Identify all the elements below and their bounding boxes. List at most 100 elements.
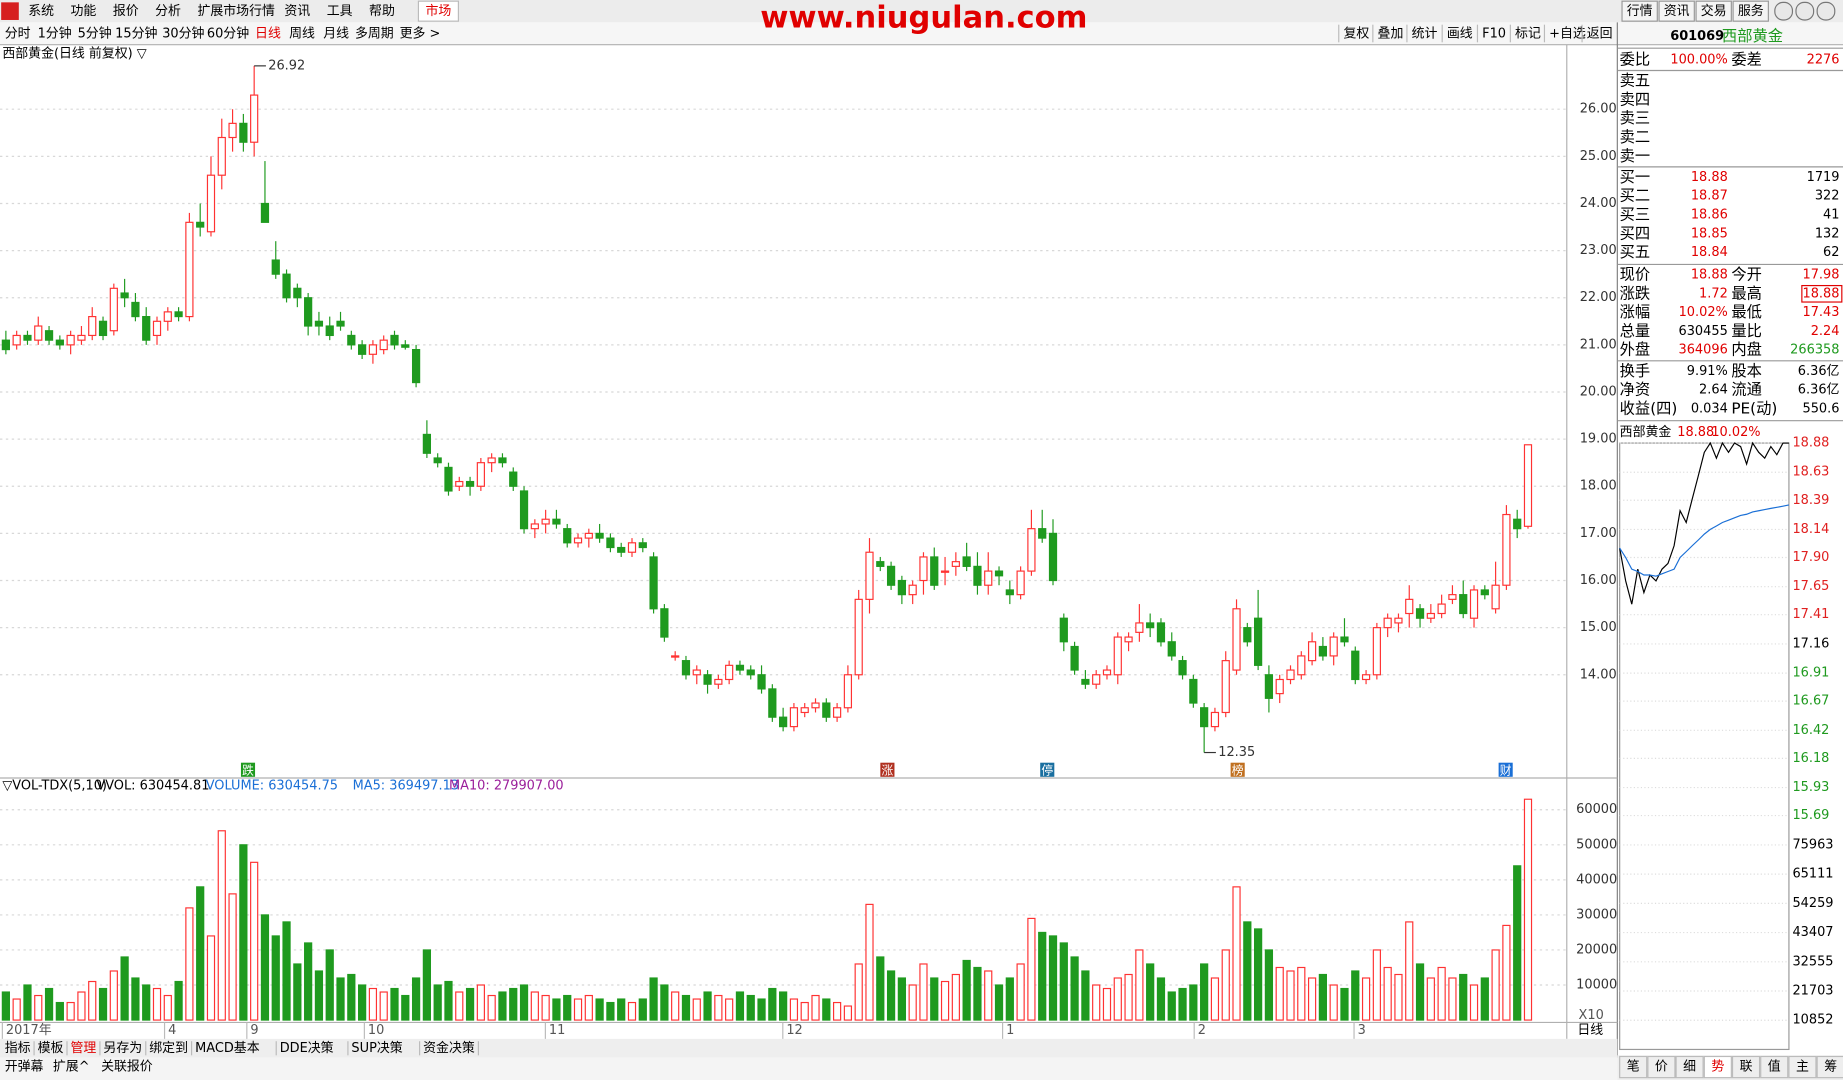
bottom-tab[interactable]: 模板: [38, 1041, 64, 1056]
y-tick-label: 20000: [1576, 942, 1617, 957]
menu-item[interactable]: 市场: [425, 3, 451, 19]
tool-button[interactable]: 返回: [1587, 27, 1613, 42]
bottom-tab[interactable]: DDE决策: [280, 1040, 334, 1056]
window-button[interactable]: [1774, 1, 1794, 21]
period-tab[interactable]: 15分钟: [115, 26, 157, 42]
period-tab[interactable]: 5分钟: [78, 26, 112, 42]
bottom-tab[interactable]: MACD基本: [195, 1041, 260, 1056]
menu-item[interactable]: 功能: [71, 4, 97, 19]
top-button[interactable]: 行情: [1627, 4, 1653, 19]
period-bar: [0, 22, 1843, 45]
right-tab[interactable]: 细: [1683, 1060, 1696, 1075]
volume-bar: [1448, 977, 1457, 1021]
menu-item[interactable]: 工具: [327, 4, 353, 19]
right-tab[interactable]: 价: [1655, 1060, 1668, 1075]
menu-item[interactable]: 帮助: [369, 4, 395, 19]
bottom-tab[interactable]: 资金决策: [423, 1040, 475, 1056]
period-tab[interactable]: 1分钟: [38, 26, 72, 42]
period-tab[interactable]: 多周期: [355, 27, 394, 42]
top-button[interactable]: 交易: [1701, 3, 1727, 19]
event-mark[interactable]: 跌: [242, 763, 254, 777]
right-tab[interactable]: 笔: [1627, 1059, 1640, 1075]
tool-button[interactable]: F10: [1482, 27, 1506, 42]
right-tab-bg[interactable]: [1703, 1055, 1732, 1079]
tool-button[interactable]: 标记: [1515, 27, 1541, 42]
candle-body: [1502, 513, 1511, 586]
event-badge[interactable]: [240, 762, 256, 777]
bottom-tab[interactable]: 管理: [71, 1041, 97, 1056]
volume-bar: [843, 1005, 853, 1021]
status-item[interactable]: 开弹幕: [5, 1060, 44, 1075]
quote-value: 6.36亿: [1798, 364, 1840, 379]
menu-item[interactable]: 报价: [113, 4, 139, 19]
y-tick-label: 16.18: [1792, 751, 1829, 766]
tool-button[interactable]: 统计: [1412, 27, 1438, 42]
volume-bar: [876, 956, 885, 1021]
period-tab[interactable]: 分时: [5, 27, 31, 42]
period-tab[interactable]: 月线: [323, 27, 349, 42]
quote-label: 内盘: [1731, 341, 1762, 359]
right-tab-bg[interactable]: [1647, 1055, 1676, 1079]
bottom-tab[interactable]: 绑定到: [149, 1041, 188, 1056]
right-tab-bg[interactable]: [1675, 1055, 1704, 1079]
right-tab[interactable]: 主: [1796, 1060, 1809, 1075]
top-button[interactable]: 服务: [1738, 3, 1764, 19]
intraday-line: [1619, 504, 1790, 577]
right-tab[interactable]: 筹: [1824, 1059, 1837, 1075]
candle-body: [476, 462, 485, 487]
event-badge[interactable]: [1230, 762, 1245, 777]
menu-item[interactable]: 资讯: [284, 4, 310, 19]
scale-note: X10: [1579, 1008, 1604, 1023]
bid-volume: 132: [1815, 226, 1840, 241]
menu-item[interactable]: 扩展市场行情: [197, 3, 275, 19]
candle-body: [1372, 627, 1381, 676]
bottom-tab[interactable]: 指标: [5, 1041, 31, 1056]
right-tab-bg[interactable]: [1816, 1055, 1843, 1079]
menu-item[interactable]: 分析: [155, 4, 181, 19]
candle-body: [260, 202, 270, 223]
right-tab[interactable]: 值: [1768, 1059, 1781, 1075]
menu-item[interactable]: 系统: [28, 4, 54, 19]
volume-bar: [217, 830, 226, 1021]
tool-button[interactable]: +自选: [1549, 27, 1586, 42]
right-tab[interactable]: 势: [1711, 1059, 1724, 1075]
window-button[interactable]: [1816, 1, 1836, 21]
tool-button[interactable]: 叠加: [1378, 27, 1404, 42]
top-button[interactable]: 资讯: [1664, 4, 1690, 19]
right-tab-bg[interactable]: [1760, 1055, 1789, 1079]
event-mark[interactable]: 财: [1500, 763, 1512, 777]
period-tab[interactable]: 30分钟: [162, 26, 204, 42]
candle-body: [347, 334, 356, 346]
period-tab[interactable]: 日线: [255, 27, 281, 42]
volume-bar: [55, 1001, 64, 1021]
event-badge[interactable]: [1498, 762, 1513, 777]
period-tab[interactable]: 60分钟: [207, 26, 249, 42]
right-tab-bg[interactable]: [1731, 1055, 1761, 1079]
bid-price: 18.85: [1691, 226, 1728, 241]
event-mark[interactable]: 榜: [1232, 763, 1244, 777]
status-item[interactable]: 关联报价: [101, 1060, 153, 1075]
event-mark[interactable]: 涨: [882, 763, 894, 777]
bottom-tab[interactable]: 另存为: [103, 1041, 142, 1056]
period-tab[interactable]: 周线: [289, 27, 315, 42]
right-tab-bg[interactable]: [1788, 1055, 1817, 1079]
bottom-tab[interactable]: SUP决策: [351, 1040, 402, 1056]
right-tab[interactable]: 联: [1740, 1060, 1753, 1075]
tool-button[interactable]: 复权: [1343, 26, 1369, 42]
period-tab[interactable]: 更多 >: [400, 27, 441, 42]
y2-tick-label: 43407: [1792, 925, 1833, 940]
candle-body: [358, 344, 367, 355]
candle-body: [1491, 584, 1500, 610]
event-badge[interactable]: [1040, 762, 1055, 777]
event-mark[interactable]: 停: [1041, 763, 1053, 777]
y-tick-label: 15.00: [1580, 620, 1617, 635]
status-item[interactable]: 扩展^: [53, 1060, 90, 1075]
volume-bar: [1, 991, 10, 1021]
volume-bar: [865, 903, 874, 1021]
candle-body: [541, 518, 550, 525]
event-badge[interactable]: [880, 762, 895, 777]
right-tab-bg[interactable]: [1619, 1055, 1648, 1079]
tool-button[interactable]: 画线: [1447, 27, 1473, 42]
volume-bar: [433, 984, 442, 1021]
window-button[interactable]: [1795, 1, 1815, 21]
